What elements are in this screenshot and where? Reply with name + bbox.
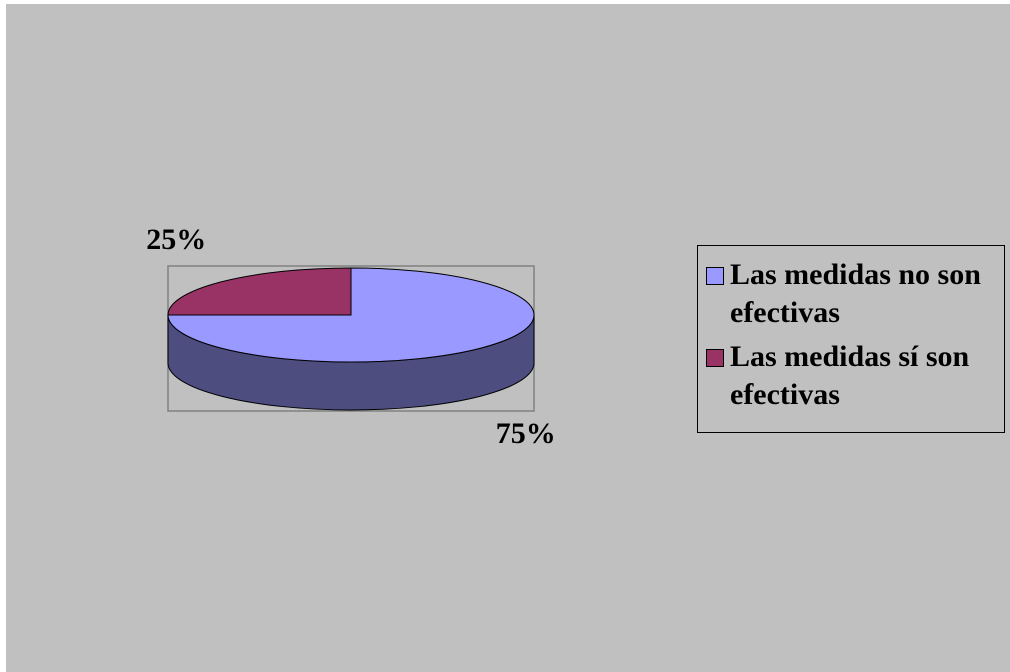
legend-label: Las medidas no son efectivas [730,258,981,329]
data-label: 75% [496,417,556,450]
pie-slice [167,267,352,316]
legend-swatch [706,267,724,285]
data-label: 25% [146,223,206,256]
legend-item: Las medidas sí son efectivas [704,338,998,414]
legend-swatch [706,349,724,367]
legend-item: Las medidas no son efectivas [704,256,998,332]
legend-label: Las medidas sí son efectivas [730,340,970,411]
pie-slice [167,267,535,363]
legend: Las medidas no son efectivas Las medidas … [697,245,1005,433]
